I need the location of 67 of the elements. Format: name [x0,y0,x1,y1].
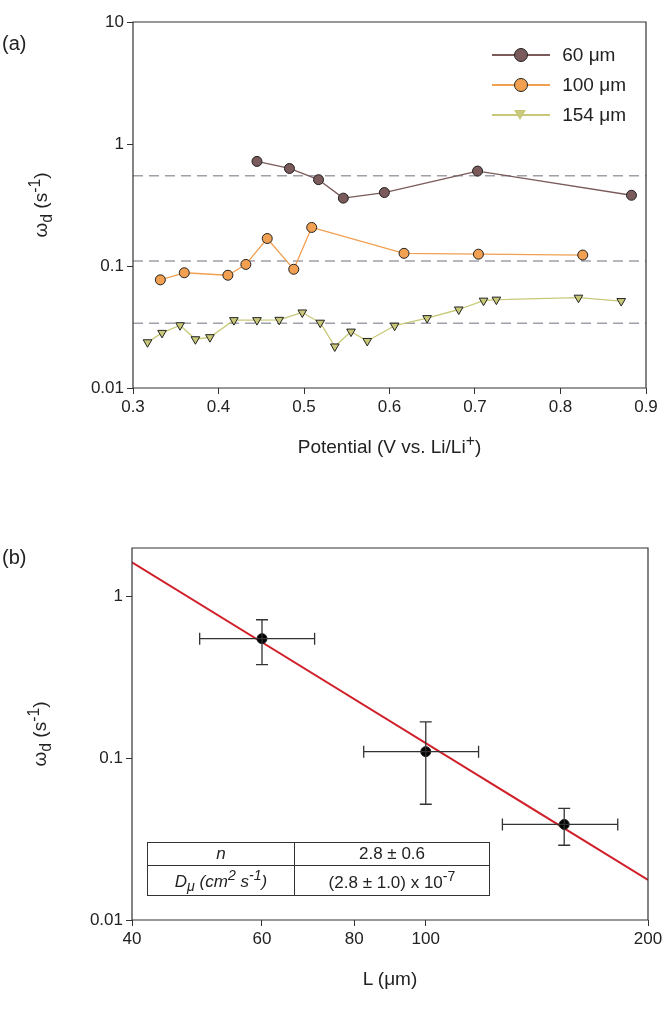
annotation: (2.8 ± 1.0) x 10$^{-7}$ [294,865,490,896]
y-tick-label: 0.01 [90,377,124,397]
point [472,165,484,177]
point [252,317,262,326]
point [478,297,489,307]
point [337,192,349,204]
point [229,317,239,326]
point [175,322,185,331]
point [157,329,167,339]
point [283,162,295,174]
annotation: D$_{μ}$ (cm$^{2}$ s$^{-1}$) [147,865,295,896]
point [154,274,166,286]
legend-label: 154 μm [562,104,626,126]
point [329,343,340,352]
point [422,315,432,324]
point [142,339,153,348]
y-tick-label: 0.1 [99,748,123,768]
x-tick-label: 0.3 [121,396,145,416]
x-tick-label: 80 [344,928,364,948]
x-tick-label: 0.7 [463,396,487,416]
chart-title: (b) [2,546,27,569]
x-tick-label: 0.6 [377,396,402,416]
x-tick-label: 200 [633,928,663,948]
point [625,189,637,201]
point [178,267,190,279]
x-tick-label: 0.8 [548,396,573,416]
point [346,328,356,338]
x-axis-title: L (μm) [361,968,419,990]
x-tick-label: 0.9 [634,396,658,416]
point [378,187,390,199]
y-tick-label: 0.1 [100,255,124,275]
point [491,296,502,306]
point [251,155,263,167]
point [573,294,584,304]
point [398,247,410,259]
point [362,337,373,347]
point [313,174,325,186]
point [274,316,285,326]
legend-label: 100 μm [562,74,626,96]
point [577,249,589,261]
point [453,306,464,315]
text: (a) [2,32,27,55]
y-tick-label: 0.01 [89,909,123,929]
x-tick-label: 60 [252,928,272,948]
x-axis-title: Potential (V vs. Li/Li$^{+}$) [296,432,483,459]
point [205,334,215,343]
point [297,309,308,318]
point [222,269,234,281]
y-tick-label: 1 [113,586,123,606]
point [389,322,400,332]
x-tick-label: 0.5 [292,396,316,416]
point [261,233,273,245]
x-tick-label: 40 [122,928,142,948]
point [472,248,484,260]
legend-label: 60 μm [562,44,616,66]
annotation: 2.8 ± 0.6 [294,842,490,866]
y-tick-label: 1 [114,133,124,153]
point [288,263,300,275]
point [315,319,326,329]
y-tick-label: 10 [105,11,124,31]
x-tick-label: 0.4 [206,396,231,416]
point [190,336,201,345]
point [616,298,627,307]
point [306,221,318,233]
x-tick-label: 100 [411,928,440,948]
annotation: n [147,842,295,866]
point [240,258,252,270]
